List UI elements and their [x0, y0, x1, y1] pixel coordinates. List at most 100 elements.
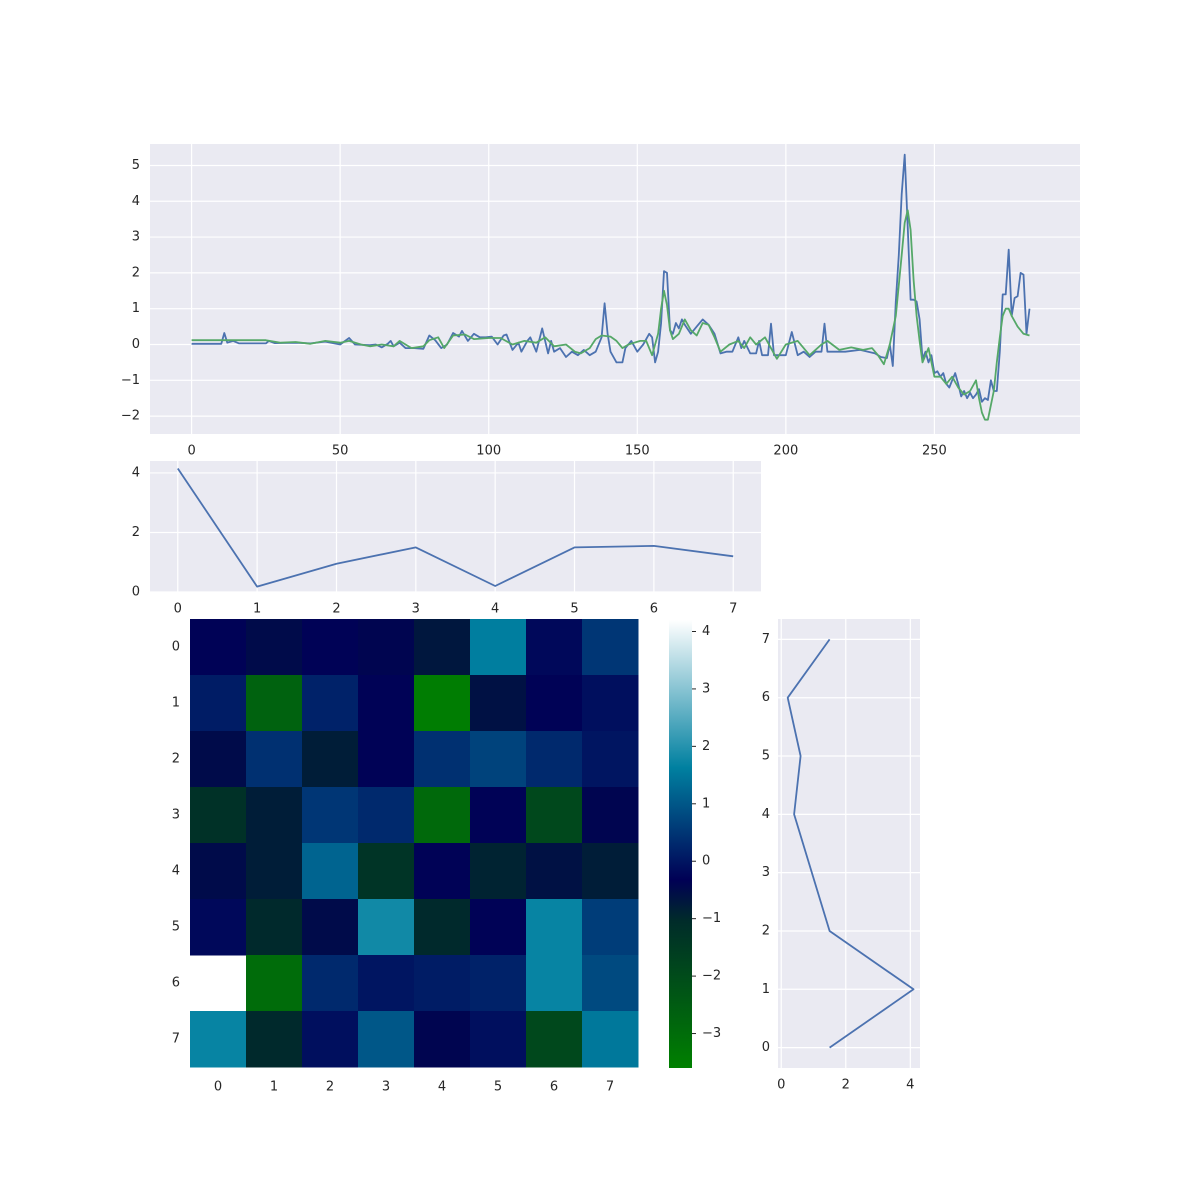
column-sums-x-tick-label: 0: [174, 602, 182, 617]
heatmap-cell: [582, 731, 639, 788]
column-sums-x-tick-label: 5: [570, 602, 578, 617]
column-sums-series-line: [177, 467, 734, 588]
heatmap-cell: [470, 675, 527, 732]
heatmap-cell: [190, 1011, 247, 1068]
top-plot-background: [150, 144, 1080, 434]
heatmap-cell: [414, 619, 471, 676]
top-y-tick-label: 0: [132, 337, 140, 352]
row-sums-x-tick-labels: 0 2 4: [777, 1078, 914, 1093]
heatmap-y-tick-label: 0: [172, 640, 180, 655]
colorbar-gradient: [669, 620, 692, 1068]
heatmap-cell: [526, 843, 583, 900]
row-sums-y-tick-label: 1: [762, 982, 770, 997]
column-sums-x-tick-label: 3: [412, 602, 420, 617]
heatmap-cell: [414, 675, 471, 732]
heatmap-cell: [358, 787, 415, 844]
row-sums-gridlines: [778, 619, 920, 1068]
heatmap-cell: [582, 787, 639, 844]
row-sums-series-line: [786, 638, 915, 1049]
column-sums-y-tick-labels: 0 2 4: [132, 465, 140, 599]
column-sums-plot-background: [150, 461, 761, 592]
colorbar-tick-label: −2: [702, 969, 721, 984]
colorbar-tick-label: 0: [702, 854, 710, 869]
heatmap-cell: [246, 787, 303, 844]
heatmap-cell: [358, 731, 415, 788]
top-series-2-line: [191, 209, 1030, 421]
top-y-tick-label: 5: [132, 158, 140, 173]
top-x-tick-label: 100: [476, 444, 501, 459]
heatmap-cell: [358, 899, 415, 956]
heatmap-cell: [470, 843, 527, 900]
heatmap-cell: [190, 619, 247, 676]
row-sums-x-tick-label: 4: [906, 1078, 914, 1093]
heatmap-cell: [526, 675, 583, 732]
heatmap-cell: [246, 955, 303, 1012]
row-sums-line: [786, 638, 915, 1049]
heatmap-cell: [526, 1011, 583, 1068]
column-sums-panel: 0 1 2 3 4 5 6 7 0 2 4: [132, 461, 761, 617]
row-sums-y-tick-label: 7: [762, 632, 770, 647]
heatmap-y-tick-label: 4: [172, 864, 180, 879]
heatmap-cell: [302, 899, 359, 956]
heatmap-x-tick-label: 2: [326, 1080, 334, 1095]
top-x-tick-label: 250: [922, 444, 947, 459]
heatmap-cell: [246, 899, 303, 956]
colorbar-tick-labels: 4 3 2 1 0 −1 −2 −3: [692, 624, 721, 1041]
top-timeseries-panel: 0 50 100 150 200 250 −2 −1 0 1 2 3 4 5: [121, 144, 1080, 459]
top-y-tick-label: 4: [132, 194, 140, 209]
colorbar-tick-label: 1: [702, 796, 710, 811]
row-sums-panel: 0 2 4 0 1 2 3 4 5 6 7: [762, 619, 920, 1093]
heatmap-panel: 0 1 2 3 4 5 6 7 0 1 2 3 4 5 6 7: [172, 619, 639, 1095]
heatmap-cell: [526, 731, 583, 788]
heatmap-y-tick-labels: 0 1 2 3 4 5 6 7: [172, 640, 180, 1047]
colorbar-tick-label: −1: [702, 911, 721, 926]
heatmap-x-tick-labels: 0 1 2 3 4 5 6 7: [214, 1080, 614, 1095]
heatmap-cell: [246, 619, 303, 676]
heatmap-y-tick-label: 6: [172, 976, 180, 991]
heatmap-cell: [526, 899, 583, 956]
row-sums-y-tick-label: 3: [762, 865, 770, 880]
heatmap-cell: [302, 955, 359, 1012]
colorbar-tick-label: −3: [702, 1026, 721, 1041]
heatmap-cell: [470, 1011, 527, 1068]
heatmap-y-tick-label: 5: [172, 920, 180, 935]
row-sums-y-tick-label: 6: [762, 690, 770, 705]
column-sums-x-tick-labels: 0 1 2 3 4 5 6 7: [174, 602, 738, 617]
top-series-lines: [191, 153, 1031, 421]
row-sums-x-tick-label: 0: [777, 1078, 785, 1093]
row-sums-y-tick-label: 4: [762, 807, 770, 822]
heatmap-cell: [246, 675, 303, 732]
heatmap-cell: [190, 731, 247, 788]
heatmap-cell: [414, 1011, 471, 1068]
heatmap-cell: [358, 955, 415, 1012]
heatmap-x-tick-label: 5: [494, 1080, 502, 1095]
heatmap-cell: [358, 619, 415, 676]
colorbar-tick-label: 2: [702, 739, 710, 754]
heatmap-y-tick-label: 2: [172, 752, 180, 767]
column-sums-x-tick-label: 2: [332, 602, 340, 617]
heatmap-cell: [582, 619, 639, 676]
heatmap-cell: [526, 787, 583, 844]
row-sums-y-tick-label: 5: [762, 749, 770, 764]
heatmap-x-tick-label: 4: [438, 1080, 446, 1095]
heatmap-cell: [358, 675, 415, 732]
heatmap-y-tick-label: 7: [172, 1032, 180, 1047]
heatmap-cell: [302, 843, 359, 900]
heatmap-cell: [358, 1011, 415, 1068]
heatmap-x-tick-label: 1: [270, 1080, 278, 1095]
heatmap-x-tick-label: 7: [606, 1080, 614, 1095]
top-y-tick-label: 2: [132, 265, 140, 280]
row-sums-y-tick-labels: 0 1 2 3 4 5 6 7: [762, 632, 770, 1055]
column-sums-x-tick-label: 6: [650, 602, 658, 617]
top-x-tick-label: 200: [773, 444, 798, 459]
top-y-tick-label: 3: [132, 230, 140, 245]
top-y-tick-label: 1: [132, 301, 140, 316]
heatmap-cell: [302, 1011, 359, 1068]
row-sums-y-tick-label: 2: [762, 923, 770, 938]
heatmap-cell: [358, 843, 415, 900]
heatmap-cell: [190, 675, 247, 732]
row-sums-y-tick-label: 0: [762, 1040, 770, 1055]
heatmap-x-tick-label: 3: [382, 1080, 390, 1095]
heatmap-cell: [190, 899, 247, 956]
heatmap-cell: [582, 955, 639, 1012]
